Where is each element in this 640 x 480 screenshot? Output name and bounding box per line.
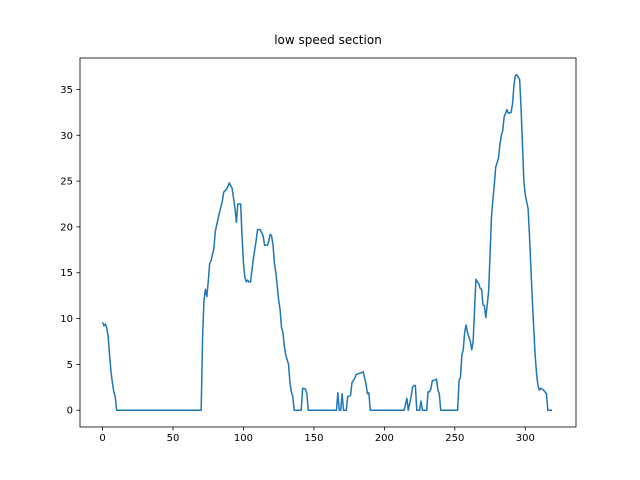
y-tick-label: 30 <box>60 131 73 142</box>
y-tick-label: 35 <box>60 85 73 96</box>
y-tick-label: 15 <box>60 268 73 279</box>
chart-title: low speed section <box>274 33 382 47</box>
x-tick-label: 250 <box>445 433 464 444</box>
y-tick-label: 10 <box>60 314 73 325</box>
y-tick-label: 0 <box>67 406 73 417</box>
x-tick-label: 300 <box>516 433 535 444</box>
plot-frame <box>79 57 577 428</box>
x-tick-label: 200 <box>375 433 394 444</box>
x-tick-label: 50 <box>167 433 180 444</box>
x-tick-label: 0 <box>99 433 105 444</box>
y-tick-label: 25 <box>60 177 73 188</box>
y-tick-label: 5 <box>67 360 73 371</box>
x-tick-label: 100 <box>234 433 253 444</box>
x-tick-label: 150 <box>304 433 323 444</box>
y-tick-label: 20 <box>60 222 73 233</box>
data-line <box>101 74 553 411</box>
